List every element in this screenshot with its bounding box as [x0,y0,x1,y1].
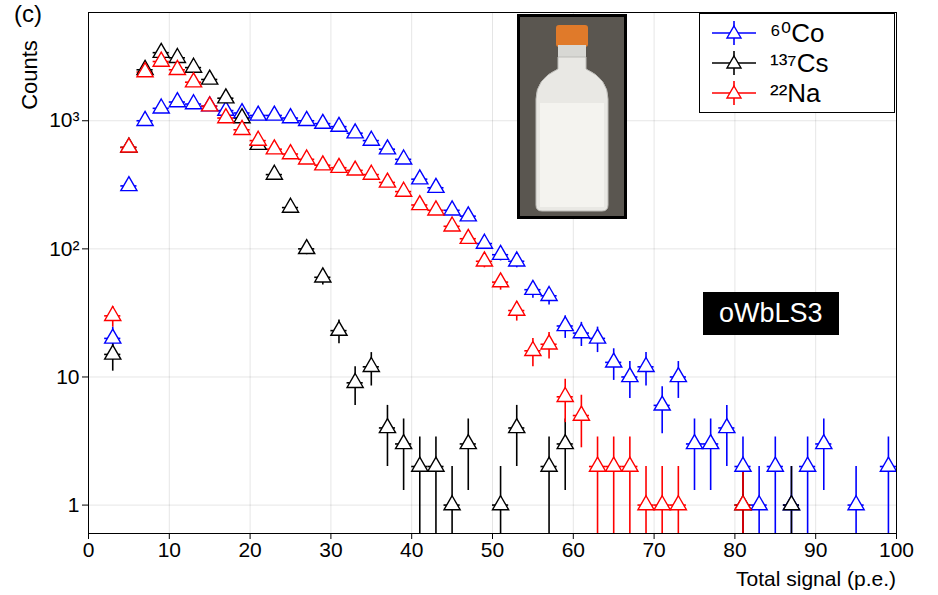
html-text:oWbLS3: oWbLS3 [719,298,823,328]
html-text:(c): (c) [14,0,42,27]
svg-text:60: 60 [562,538,585,561]
svg-text:90: 90 [804,538,827,561]
svg-text:10: 10 [158,538,181,561]
svg-text:10³: 10³ [49,108,79,131]
svg-text:30: 30 [319,538,342,561]
html-text:⁶⁰Co: ⁶⁰Co [770,17,825,48]
svg-text:100: 100 [879,538,914,561]
svg-text:70: 70 [642,538,665,561]
svg-text:20: 20 [238,538,261,561]
html-text:Total signal (p.e.): Total signal (p.e.) [736,567,896,590]
svg-text:1: 1 [68,493,80,516]
svg-text:10: 10 [56,365,79,388]
html-text:¹³⁷Cs: ¹³⁷Cs [770,47,829,78]
svg-text:50: 50 [481,538,504,561]
svg-text:10²: 10² [49,237,79,260]
svg-text:40: 40 [400,538,423,561]
html-text:Counts: Counts [17,40,42,110]
svg-text:80: 80 [723,538,746,561]
html-text:²²Na: ²²Na [770,77,821,108]
svg-text:0: 0 [83,538,95,561]
